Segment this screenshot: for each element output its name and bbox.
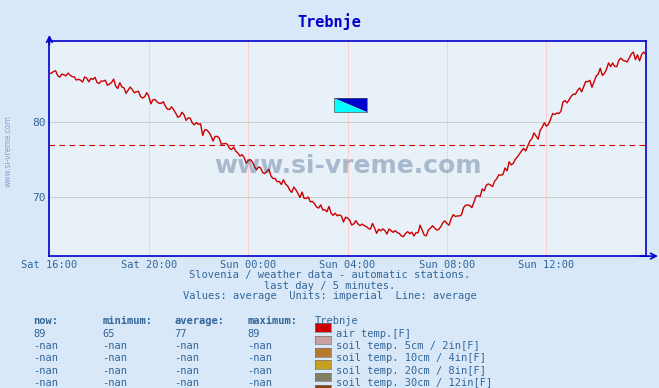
Text: -nan: -nan	[247, 341, 272, 351]
Text: -nan: -nan	[175, 366, 200, 376]
Text: 89: 89	[247, 329, 260, 339]
Text: -nan: -nan	[247, 378, 272, 388]
Text: soil temp. 20cm / 8in[F]: soil temp. 20cm / 8in[F]	[336, 366, 486, 376]
Text: www.si-vreme.com: www.si-vreme.com	[214, 154, 481, 178]
Bar	[334, 98, 367, 113]
Text: Values: average  Units: imperial  Line: average: Values: average Units: imperial Line: av…	[183, 291, 476, 301]
Text: -nan: -nan	[175, 341, 200, 351]
Text: -nan: -nan	[175, 353, 200, 364]
Text: -nan: -nan	[102, 341, 127, 351]
Text: soil temp. 30cm / 12in[F]: soil temp. 30cm / 12in[F]	[336, 378, 492, 388]
Text: Trebnje: Trebnje	[315, 316, 358, 326]
Text: Slovenia / weather data - automatic stations.: Slovenia / weather data - automatic stat…	[189, 270, 470, 280]
Text: air temp.[F]: air temp.[F]	[336, 329, 411, 339]
Text: Trebnje: Trebnje	[298, 14, 361, 30]
Text: minimum:: minimum:	[102, 316, 152, 326]
Text: soil temp. 10cm / 4in[F]: soil temp. 10cm / 4in[F]	[336, 353, 486, 364]
Text: now:: now:	[33, 316, 58, 326]
Text: last day / 5 minutes.: last day / 5 minutes.	[264, 281, 395, 291]
Text: -nan: -nan	[33, 366, 58, 376]
Text: -nan: -nan	[102, 366, 127, 376]
Text: -nan: -nan	[247, 366, 272, 376]
Text: -nan: -nan	[102, 353, 127, 364]
Text: 65: 65	[102, 329, 115, 339]
Text: 89: 89	[33, 329, 45, 339]
Polygon shape	[334, 98, 367, 113]
Text: 77: 77	[175, 329, 187, 339]
Text: average:: average:	[175, 316, 225, 326]
Polygon shape	[334, 98, 367, 113]
Text: -nan: -nan	[102, 378, 127, 388]
Text: -nan: -nan	[33, 378, 58, 388]
Polygon shape	[334, 98, 367, 113]
Text: soil temp. 5cm / 2in[F]: soil temp. 5cm / 2in[F]	[336, 341, 480, 351]
Text: -nan: -nan	[33, 341, 58, 351]
Text: -nan: -nan	[175, 378, 200, 388]
Text: -nan: -nan	[33, 353, 58, 364]
Text: -nan: -nan	[247, 353, 272, 364]
Text: www.si-vreme.com: www.si-vreme.com	[4, 115, 13, 187]
Text: maximum:: maximum:	[247, 316, 297, 326]
